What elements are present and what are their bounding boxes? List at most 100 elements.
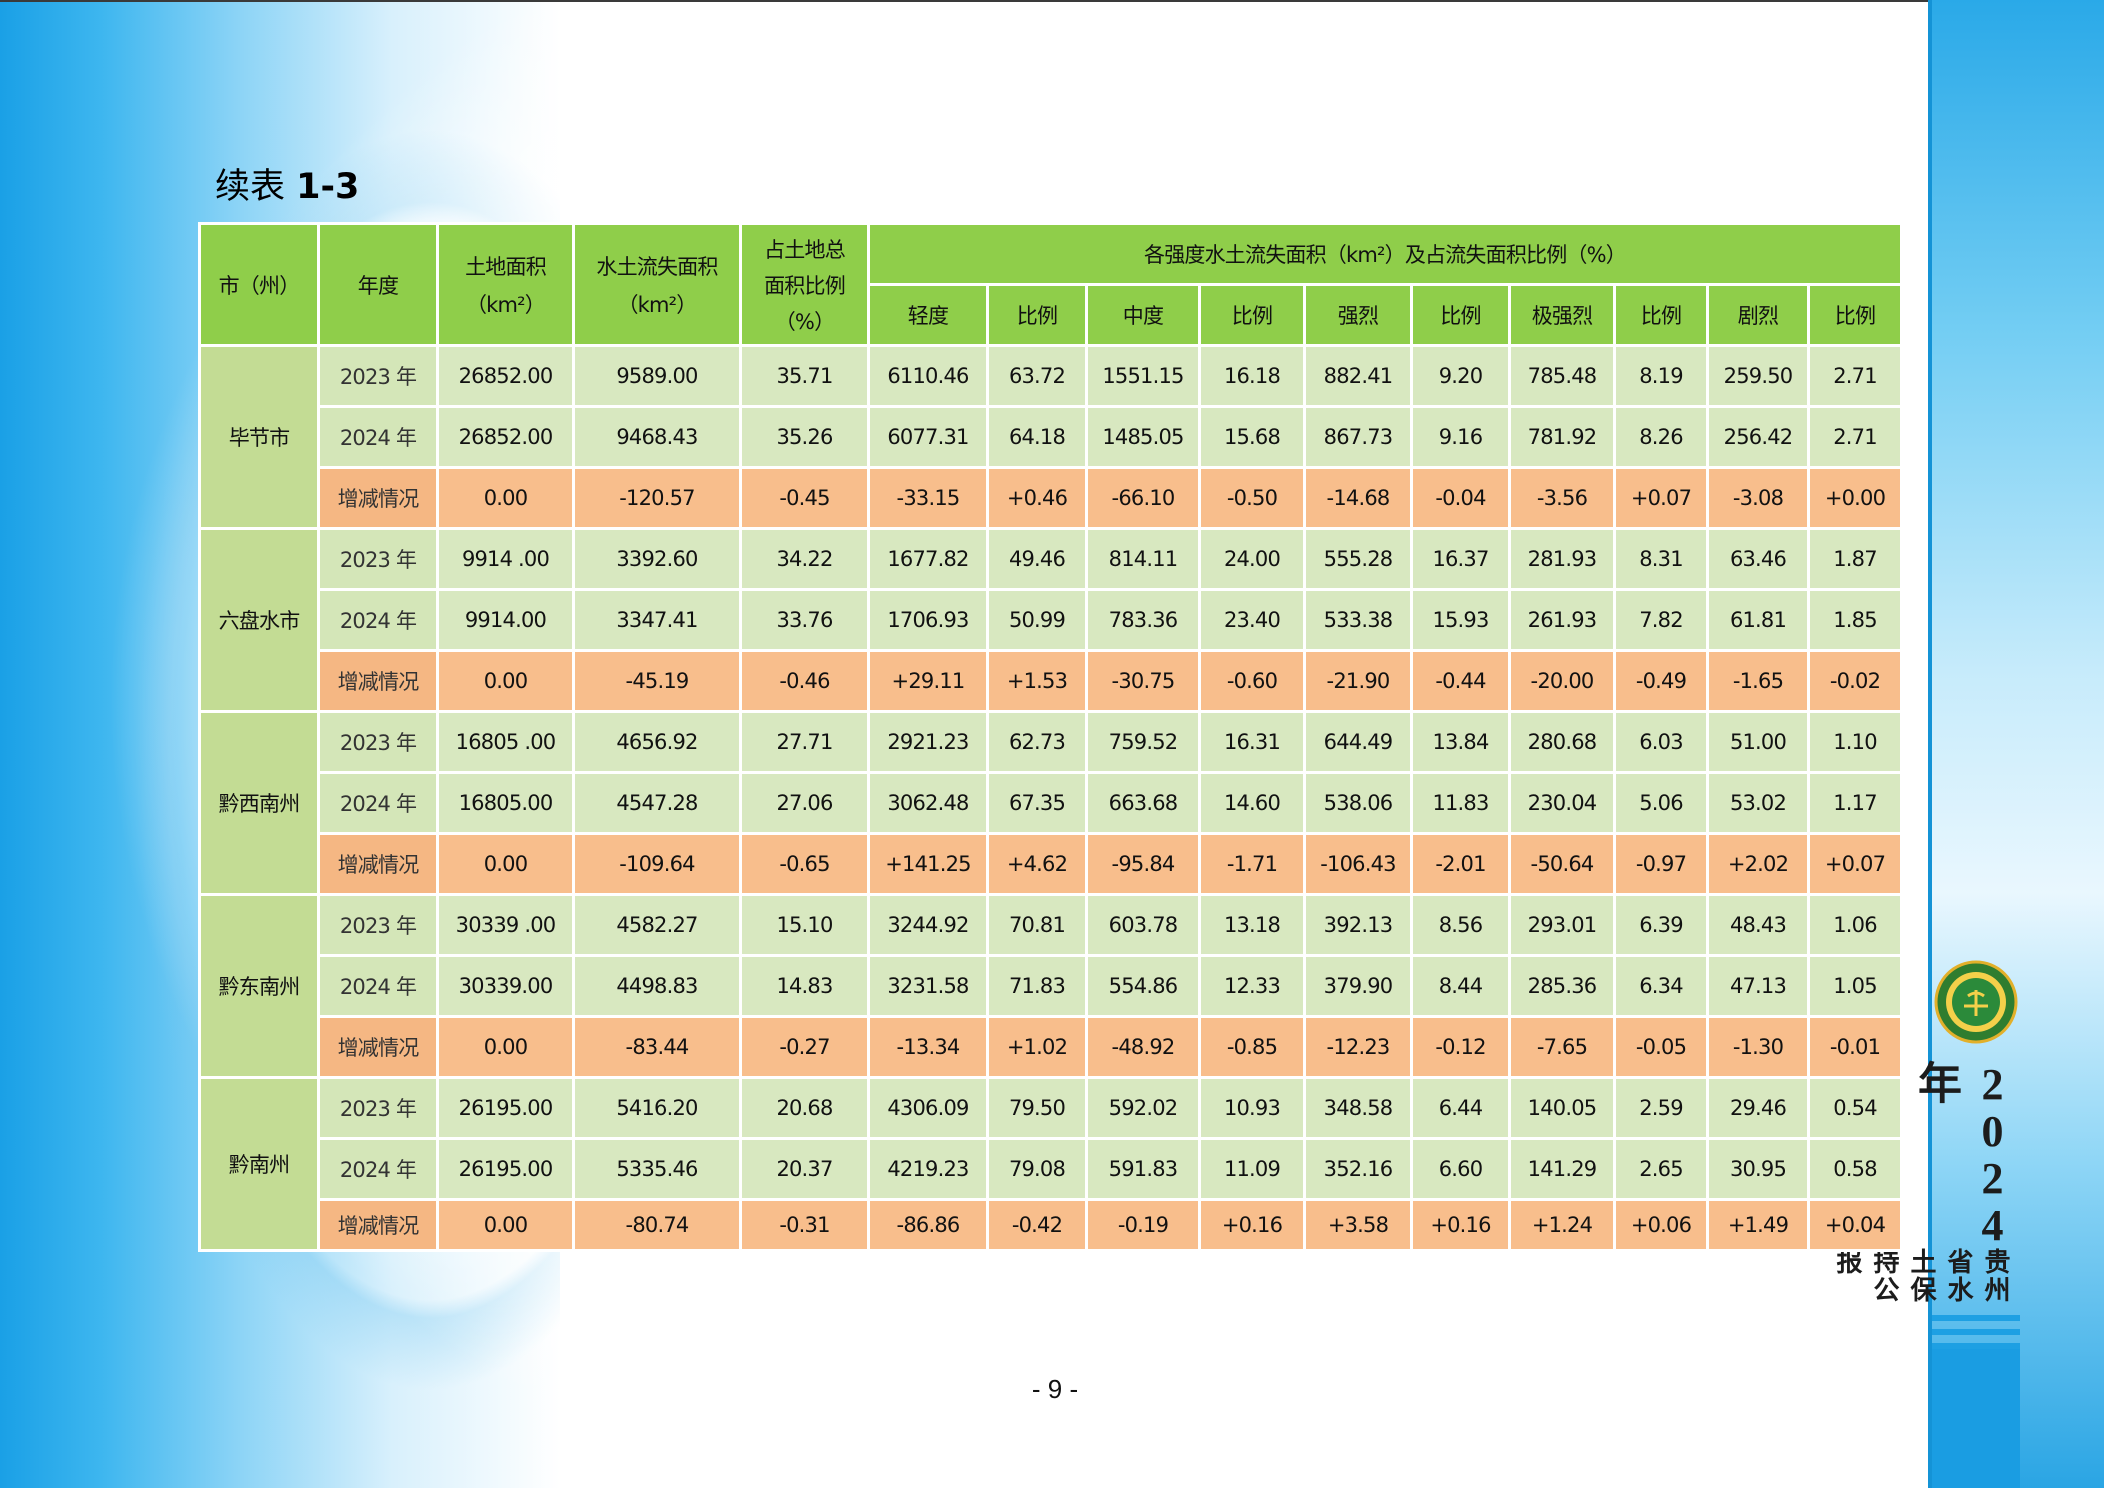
- value-cell: 538.06: [1306, 774, 1410, 832]
- subheader-cell: 比例: [989, 286, 1085, 344]
- value-cell: 1.87: [1810, 530, 1900, 588]
- right-side-bottom-block: [1932, 1348, 2020, 1488]
- right-side-stripes: [1932, 1315, 2020, 1488]
- value-cell: +0.00: [1810, 469, 1900, 527]
- value-cell: 1485.05: [1088, 408, 1198, 466]
- value-cell: -0.97: [1616, 835, 1706, 893]
- top-edge-line: [0, 0, 2104, 2]
- value-cell: 9468.43: [575, 408, 739, 466]
- value-cell: -1.30: [1709, 1018, 1807, 1076]
- header-city: 市（州）: [201, 225, 317, 344]
- value-cell: -3.08: [1709, 469, 1807, 527]
- value-cell: 259.50: [1709, 347, 1807, 405]
- value-cell: 53.02: [1709, 774, 1807, 832]
- value-cell: 27.71: [742, 713, 867, 771]
- table-row-change: 增减情况 0.00 -120.57 -0.45 -33.15 +0.46 -66.10 -0.…: [201, 469, 1900, 527]
- row-label-cell: 2023 年: [320, 1079, 436, 1137]
- value-cell: 256.42: [1709, 408, 1807, 466]
- value-cell: 27.06: [742, 774, 867, 832]
- value-cell: 5416.20: [575, 1079, 739, 1137]
- table-row: 黔南州 2023 年 26195.00 5416.20 20.68 4306.09 79.5…: [201, 1079, 1900, 1249]
- value-cell: +141.25: [870, 835, 986, 893]
- value-cell: -21.90: [1306, 652, 1410, 710]
- value-cell: 24.00: [1201, 530, 1303, 588]
- row-label-cell: 增减情况: [320, 835, 436, 893]
- table-row: 黔西南州 2023 年 16805 .00 4656.92 27.71 2921.23 62…: [201, 713, 1900, 893]
- row-label-cell: 2024 年: [320, 957, 436, 1015]
- value-cell: 285.36: [1511, 957, 1613, 1015]
- value-cell: 2.65: [1616, 1140, 1706, 1198]
- table-title: 续表 1-3: [215, 158, 359, 209]
- city-name-cell: 毕节市: [201, 347, 317, 527]
- value-cell: 8.44: [1413, 957, 1508, 1015]
- value-cell: 5335.46: [575, 1140, 739, 1198]
- value-cell: 16.37: [1413, 530, 1508, 588]
- value-cell: 16.18: [1201, 347, 1303, 405]
- value-cell: 8.26: [1616, 408, 1706, 466]
- table-row-change: 增减情况 0.00 -80.74 -0.31 -86.86 -0.42 -0.19 +0.16…: [201, 1201, 1900, 1249]
- table-row-change: 增减情况 0.00 -83.44 -0.27 -13.34 +1.02 -48.92 -0.8…: [201, 1018, 1900, 1076]
- value-cell: -0.01: [1810, 1018, 1900, 1076]
- value-cell: 230.04: [1511, 774, 1613, 832]
- header-year: 年度: [320, 225, 436, 344]
- subheader-cell: 轻度: [870, 286, 986, 344]
- value-cell: 293.01: [1511, 896, 1613, 954]
- value-cell: 6.44: [1413, 1079, 1508, 1137]
- value-cell: 140.05: [1511, 1079, 1613, 1137]
- value-cell: -33.15: [870, 469, 986, 527]
- value-cell: +29.11: [870, 652, 986, 710]
- value-cell: 3347.41: [575, 591, 739, 649]
- value-cell: 30339.00: [439, 957, 572, 1015]
- value-cell: -45.19: [575, 652, 739, 710]
- table-row: 黔东南州 2023 年 30339 .00 4582.27 15.10 3244.92 70…: [201, 896, 1900, 1076]
- header-ratio-line1: 占土地总: [764, 237, 846, 262]
- value-cell: -12.23: [1306, 1018, 1410, 1076]
- header-land-area-label: 土地面积: [465, 254, 547, 279]
- value-cell: +0.07: [1810, 835, 1900, 893]
- value-cell: 1706.93: [870, 591, 986, 649]
- value-cell: 781.92: [1511, 408, 1613, 466]
- header-land-area: 土地面积 （km²）: [439, 225, 572, 344]
- value-cell: 61.81: [1709, 591, 1807, 649]
- value-cell: -0.42: [989, 1201, 1085, 1249]
- value-cell: 281.93: [1511, 530, 1613, 588]
- value-cell: -0.46: [742, 652, 867, 710]
- value-cell: -1.65: [1709, 652, 1807, 710]
- value-cell: 2921.23: [870, 713, 986, 771]
- value-cell: 814.11: [1088, 530, 1198, 588]
- value-cell: 49.46: [989, 530, 1085, 588]
- value-cell: 6.39: [1616, 896, 1706, 954]
- row-label-cell: 2023 年: [320, 896, 436, 954]
- value-cell: 64.18: [989, 408, 1085, 466]
- value-cell: 48.43: [1709, 896, 1807, 954]
- value-cell: 882.41: [1306, 347, 1410, 405]
- value-cell: 8.31: [1616, 530, 1706, 588]
- value-cell: -0.50: [1201, 469, 1303, 527]
- value-cell: 0.58: [1810, 1140, 1900, 1198]
- value-cell: -0.31: [742, 1201, 867, 1249]
- value-cell: 9.16: [1413, 408, 1508, 466]
- subheader-cell: 剧烈: [1709, 286, 1807, 344]
- right-side-divider: [1928, 0, 1932, 1488]
- value-cell: -20.00: [1511, 652, 1613, 710]
- soil-conservation-emblem-icon: [1934, 960, 2018, 1044]
- value-cell: 12.33: [1201, 957, 1303, 1015]
- value-cell: 14.60: [1201, 774, 1303, 832]
- value-cell: 26195.00: [439, 1079, 572, 1137]
- table-title-number: 1-3: [296, 167, 360, 207]
- table-row: 2024 年 16805.00 4547.28 27.06 3062.48 67.35 66…: [201, 774, 1900, 832]
- value-cell: 603.78: [1088, 896, 1198, 954]
- value-cell: 9589.00: [575, 347, 739, 405]
- value-cell: -13.34: [870, 1018, 986, 1076]
- value-cell: -95.84: [1088, 835, 1198, 893]
- value-cell: 2.71: [1810, 408, 1900, 466]
- value-cell: 50.99: [989, 591, 1085, 649]
- city-name-cell: 六盘水市: [201, 530, 317, 710]
- value-cell: 2.59: [1616, 1079, 1706, 1137]
- value-cell: 16.31: [1201, 713, 1303, 771]
- value-cell: -0.45: [742, 469, 867, 527]
- row-label-cell: 增减情况: [320, 469, 436, 527]
- value-cell: 26852.00: [439, 347, 572, 405]
- value-cell: +1.02: [989, 1018, 1085, 1076]
- value-cell: -0.19: [1088, 1201, 1198, 1249]
